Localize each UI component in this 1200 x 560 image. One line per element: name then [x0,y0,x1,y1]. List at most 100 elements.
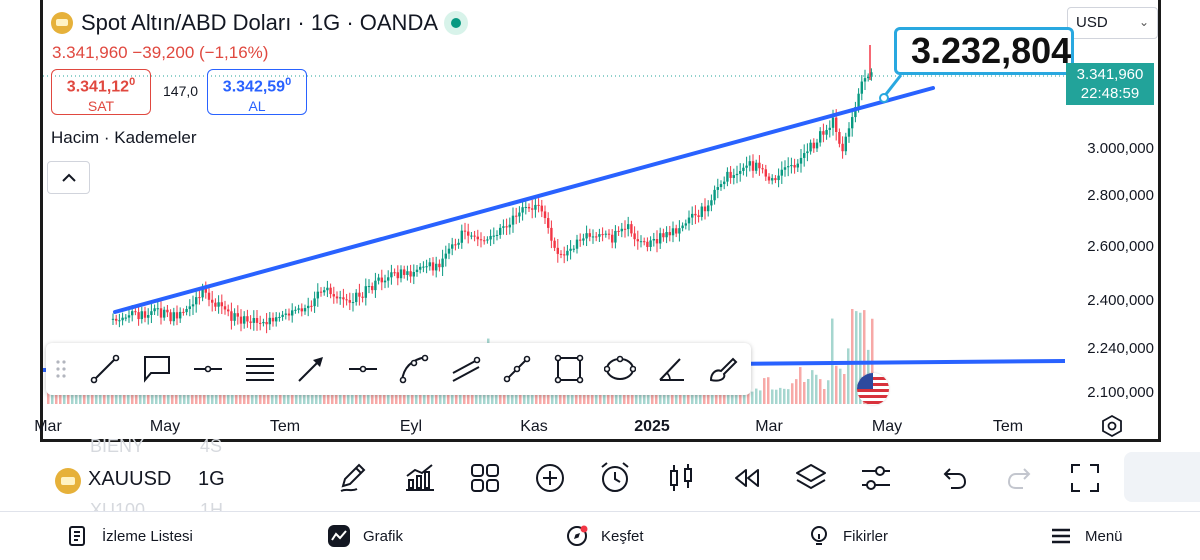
layers-button[interactable] [793,460,829,496]
last-price-tag: 3.341,960 22:48:59 [1066,63,1154,105]
undo-button[interactable] [936,460,972,496]
candle-body [838,131,841,144]
candle-body [611,234,614,243]
candle-body [582,238,585,241]
indicator-legend[interactable]: Hacim · Kademeler [51,128,197,147]
fullscreen-button[interactable] [1067,460,1103,496]
callout-tool[interactable] [138,351,176,387]
currency-select[interactable]: USD ⌄ [1067,7,1158,39]
candle-body [822,131,825,135]
candles-button[interactable] [663,460,699,496]
add-button[interactable] [532,460,568,496]
candle-body [323,290,326,293]
volume-bar [819,379,822,404]
nav-watchlist[interactable]: İzleme Listesi [66,522,193,550]
candle-body [220,302,223,307]
layers-icon [796,464,826,490]
drag-handle-icon[interactable] [54,359,68,379]
candle-body [310,305,313,307]
explore-icon [567,525,588,546]
arrow-tool[interactable] [292,351,330,387]
volume-bar [227,391,230,404]
candle-body [825,129,828,135]
candle-body [428,262,431,267]
ellipse-tool[interactable] [601,351,639,387]
candle-body [463,230,467,232]
candle-body [732,175,735,178]
candle-body [559,253,563,255]
brush-tool[interactable] [704,351,742,387]
candle-body [755,162,758,171]
time-tick-label: Eyl [399,418,423,435]
settings-sliders-button[interactable] [858,460,894,496]
candle-body [307,305,310,309]
candle-body [431,262,435,271]
candle-body [166,309,169,313]
interval-button[interactable]: 1G [198,468,225,490]
candle-body [268,317,271,325]
alert-button[interactable] [597,460,633,496]
chart-icon [328,525,350,547]
volume-bar [787,389,790,404]
nav-ideas[interactable]: Fikirler [807,522,888,550]
candle-body [281,314,284,317]
side-panel-toggle[interactable] [1124,452,1200,502]
replay-button[interactable] [728,460,764,496]
angle-tool[interactable] [653,351,691,387]
candle-body [425,266,428,268]
candle-body [271,317,275,322]
candle-body [147,314,150,318]
symbol-button[interactable]: XAUUSD [88,468,172,490]
candle-body [729,171,732,178]
candles [111,45,873,334]
candle-body [361,296,364,298]
rectangle-tool[interactable] [550,351,588,387]
nav-label: Menü [1085,527,1123,545]
volume-bar [123,387,126,404]
price-callout[interactable]: 3.232,804 [894,27,1074,75]
nav-chart[interactable]: Grafik [327,522,403,550]
market-open-icon[interactable] [444,11,468,35]
candle-body [348,300,351,303]
layouts-button[interactable] [467,460,503,496]
trend-line-tool[interactable] [86,351,124,387]
nav-label: Keşfet [601,527,644,545]
draw-icon [340,463,366,492]
pitchfork-lines-tool[interactable] [241,351,279,387]
volume-bar [343,389,346,404]
volume-bar [463,386,466,404]
menu-icon [1052,528,1070,544]
volume-bar [727,391,730,404]
horizontal-ray-tool[interactable] [344,351,382,387]
parallel-channel-tool[interactable] [447,351,485,387]
candle-body [335,296,339,299]
nav-explore[interactable]: Keşfet [565,522,644,550]
sell-price-sup: 0 [129,76,136,88]
callout-anchor [879,93,889,103]
candle-body [678,228,681,234]
us-flag-icon[interactable] [857,373,889,405]
chart-settings-button[interactable] [1100,414,1124,438]
time-tick-label: Tem [269,418,301,435]
candle-body [435,263,438,271]
sell-button[interactable]: 3.341,120 SAT [51,69,151,115]
volume-bar [687,391,690,404]
volume-bar [647,390,650,404]
curve-tool[interactable] [395,351,433,387]
path-tool[interactable] [498,351,536,387]
candle-body [195,297,198,305]
indicators-button[interactable] [402,460,438,496]
horizontal-line-tool[interactable] [189,351,227,387]
candle-body [687,217,691,224]
candle-body [358,292,361,297]
buy-button[interactable]: 3.342,590 AL [207,69,307,115]
volume-bar [771,389,774,404]
draw-button[interactable] [337,460,373,496]
candle-body [639,241,643,243]
volume-bar [459,391,462,404]
collapse-legend-button[interactable] [47,161,90,194]
volume-bar [275,389,278,404]
nav-menu[interactable]: Menü [1049,522,1123,550]
candle-body [185,309,188,313]
symbol-title[interactable]: Spot Altın/ABD Doları · 1G · OANDA [81,10,439,35]
